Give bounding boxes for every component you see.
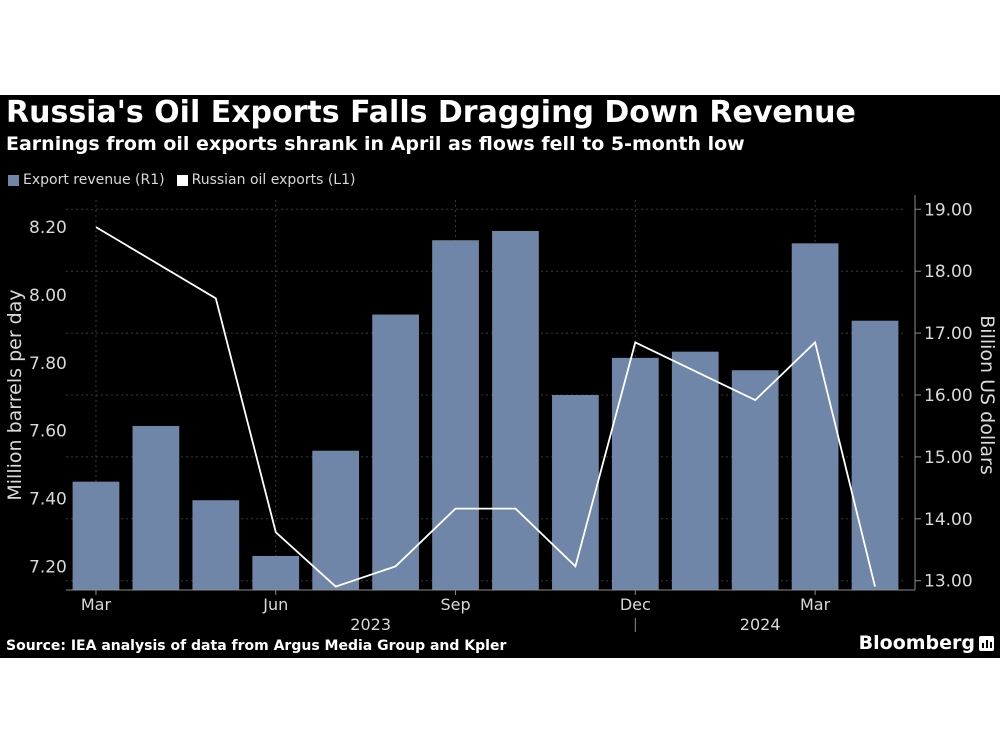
- bar-11: [731, 370, 779, 590]
- legend-swatch-revenue: [8, 174, 19, 186]
- y-left-tick-label-2: 7.60: [29, 422, 67, 442]
- exports-line: [95, 226, 876, 588]
- legend-label-revenue: Export revenue (R1): [23, 172, 165, 188]
- bar-3: [252, 555, 300, 590]
- bar-5: [372, 314, 419, 590]
- y-left-tick-label-1: 7.40: [29, 489, 67, 509]
- x-tick-label-4: Mar: [800, 595, 831, 614]
- y-left-tick-label-4: 8.00: [29, 286, 67, 306]
- bar-6: [432, 240, 479, 590]
- x-tick-label-2: Sep: [440, 595, 470, 614]
- y-right-tick-label-5: 18.00: [924, 262, 973, 282]
- legend: Export revenue (R1) Russian oil exports …: [8, 170, 367, 190]
- year-label-1: 2024: [740, 615, 781, 634]
- bar-2: [192, 500, 240, 590]
- bar-4: [312, 450, 360, 590]
- y-axis-left-title: Million barrels per day: [4, 289, 26, 500]
- bar-10: [671, 351, 719, 590]
- y-left-tick-label-5: 8.20: [29, 218, 67, 238]
- bar-1: [132, 425, 180, 590]
- bar-9: [611, 357, 659, 590]
- y-right-tick-label-6: 19.00: [924, 200, 973, 220]
- y-right-tick-label-1: 14.00: [924, 510, 973, 530]
- legend-item-exports: Russian oil exports (L1): [176, 172, 356, 188]
- bar-7: [492, 230, 539, 590]
- source-note: Source: IEA analysis of data from Argus …: [6, 638, 507, 654]
- y-right-tick-label-0: 13.00: [924, 572, 973, 592]
- legend-label-exports: Russian oil exports (L1): [191, 172, 356, 188]
- y-right-tick-label-4: 17.00: [924, 324, 973, 344]
- y-right-tick-label-2: 15.00: [924, 448, 973, 468]
- bar-13: [851, 320, 899, 590]
- year-label-0: 2023: [350, 615, 391, 634]
- y-left-tick-label-3: 7.80: [29, 354, 67, 374]
- y-axis-right-title: Billion US dollars: [976, 315, 998, 474]
- legend-swatch-exports: [176, 174, 188, 186]
- chart-card: Russia's Oil Exports Falls Dragging Down…: [0, 95, 1000, 658]
- brand-name: Bloomberg: [858, 632, 975, 654]
- y-left-tick-label-0: 7.20: [29, 557, 67, 577]
- brand-logo: Bloomberg: [859, 632, 994, 654]
- x-tick-label-3: Dec: [620, 595, 651, 614]
- bar-12: [791, 243, 839, 591]
- legend-item-revenue: Export revenue (R1): [8, 172, 165, 188]
- brand-mark-icon: [979, 635, 994, 651]
- x-tick-label-0: Mar: [81, 595, 112, 614]
- y-right-tick-label-3: 16.00: [924, 386, 973, 406]
- chart-subtitle: Earnings from oil exports shrank in Apri…: [6, 133, 745, 155]
- bar-0: [72, 481, 120, 590]
- chart-title: Russia's Oil Exports Falls Dragging Down…: [6, 95, 856, 130]
- x-tick-label-1: Jun: [262, 595, 288, 614]
- chart-svg: 13.00 14.00 15.00 16.00 17.00 18.00 19.00 7.20 7…: [4, 195, 998, 634]
- bar-8: [552, 395, 599, 590]
